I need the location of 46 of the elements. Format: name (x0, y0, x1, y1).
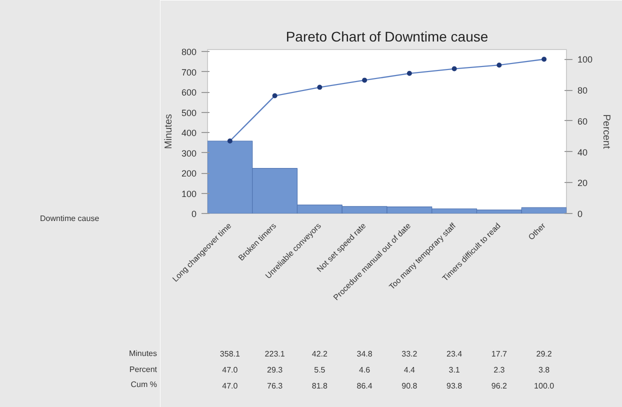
y-tick-label: 0 (191, 209, 197, 219)
data-label: 29.2 (536, 350, 552, 358)
text: Minutes (128, 349, 157, 359)
text: 3.8 (538, 366, 550, 374)
y-tick-label: 100 (181, 188, 197, 199)
y2-tick-label: 60 (578, 116, 588, 126)
y-tick-label: 300 (181, 148, 197, 158)
y2-tick-label: 100 (578, 54, 593, 65)
text: 29.3 (267, 366, 284, 374)
data-label: 42.2 (312, 350, 328, 358)
text: 3.1 (448, 366, 460, 374)
text: Downtime cause (40, 214, 100, 224)
y-tick-label: 800 (181, 47, 197, 58)
text: 86.4 (356, 382, 373, 390)
data-label: 358.1 (220, 350, 240, 358)
y2-tick-label: 20 (578, 178, 588, 188)
text: 93.8 (446, 382, 463, 390)
y-tick-label: 500 (181, 108, 197, 118)
text: 76.3 (267, 382, 284, 390)
y2-tick-label: 0 (578, 209, 583, 219)
text: 47.0 (222, 382, 238, 390)
text: 4.6 (359, 366, 371, 374)
data-label: 23.4 (446, 350, 463, 358)
text: 90.8 (402, 382, 418, 390)
text: 96.2 (491, 382, 508, 390)
y-tick-label: 600 (181, 88, 197, 98)
text: 100.0 (534, 382, 555, 390)
y2-tick-label: 80 (578, 86, 588, 96)
text: 4.4 (404, 366, 416, 374)
text: Cum % (130, 380, 157, 390)
y2-axis-title: Percent (600, 114, 612, 149)
chart-title: Pareto Chart of Downtime cause (286, 28, 488, 44)
data-label: 223.1 (264, 350, 286, 358)
y-tick-label: 400 (181, 128, 197, 138)
data-label: 17.7 (491, 350, 508, 358)
text: Percent (129, 364, 157, 374)
y-axis-title: Minutes (163, 114, 174, 150)
text: 47.0 (222, 366, 238, 374)
y-tick-label: 700 (181, 67, 197, 78)
text: 5.5 (314, 366, 326, 374)
y2-tick-label: 40 (578, 147, 588, 158)
data-label: 34.8 (356, 350, 373, 358)
data-label: 33.2 (402, 350, 418, 358)
text: 81.8 (312, 382, 328, 390)
y-tick-label: 200 (181, 168, 197, 179)
text: 2.3 (494, 366, 506, 374)
